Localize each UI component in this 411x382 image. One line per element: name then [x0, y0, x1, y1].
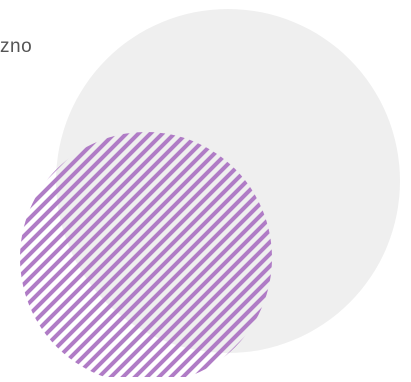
stripe-line [190, 132, 272, 382]
stripe-line [20, 132, 182, 382]
stripe-line [94, 132, 272, 382]
stripe-line [20, 132, 206, 382]
stripe-line [70, 132, 272, 382]
stripe-line [58, 132, 272, 382]
stripe-line [154, 132, 272, 382]
partial-heading-text: zno [0, 36, 33, 57]
stripe-line [46, 132, 272, 382]
stripe-line [166, 132, 272, 382]
stripe-line [106, 132, 272, 382]
stripe-line [396, 80, 411, 377]
stripe-line [178, 132, 272, 382]
stripe-line [20, 132, 272, 382]
stripe-line [82, 132, 272, 382]
stripe-line [130, 132, 272, 382]
stripe-line [20, 132, 254, 382]
stripe-line [20, 132, 218, 382]
stripe-line [20, 132, 26, 382]
stripe-line [22, 132, 272, 382]
stripe-line [142, 132, 272, 382]
stripe-line [20, 132, 272, 382]
large-gray-circle-icon [56, 9, 400, 353]
stripe-line [34, 132, 272, 382]
stripe-line [20, 132, 266, 382]
stripe-line [20, 132, 230, 382]
stripe-line [0, 80, 12, 377]
stripe-line [20, 132, 194, 382]
stripe-line [20, 132, 242, 382]
